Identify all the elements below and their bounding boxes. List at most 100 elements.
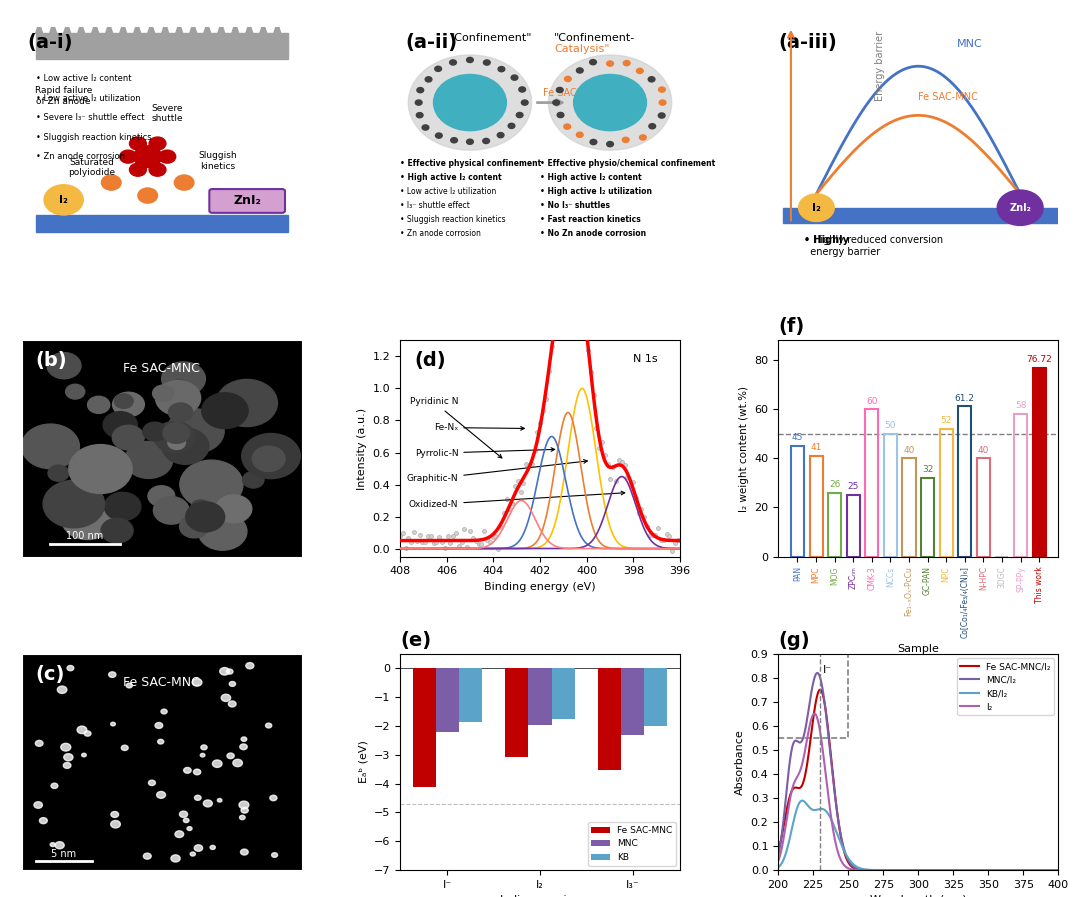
Circle shape: [51, 783, 58, 788]
Circle shape: [498, 66, 504, 72]
Point: [621, 477, 638, 492]
Text: Sluggish
kinetics: Sluggish kinetics: [199, 152, 238, 170]
Text: Pyridinic N: Pyridinic N: [409, 397, 502, 458]
Point: [400, 530, 417, 544]
Circle shape: [156, 380, 201, 415]
Circle shape: [57, 686, 67, 693]
Point: [422, 529, 440, 544]
Circle shape: [174, 175, 194, 190]
Circle shape: [112, 425, 145, 450]
Circle shape: [590, 139, 597, 144]
Circle shape: [157, 791, 165, 798]
Circle shape: [36, 740, 43, 746]
Bar: [847, 495, 860, 557]
Bar: [505, 668, 528, 757]
Circle shape: [565, 76, 571, 82]
Circle shape: [499, 135, 505, 140]
Circle shape: [517, 113, 524, 118]
Text: • No I₃⁻ shuttles: • No I₃⁻ shuttles: [540, 201, 610, 210]
Point: [557, 249, 575, 264]
Circle shape: [163, 422, 190, 443]
Polygon shape: [260, 22, 267, 33]
Point: [649, 521, 666, 536]
Text: N 1s: N 1s: [633, 354, 658, 364]
Polygon shape: [218, 22, 225, 33]
Text: • Effective physio/chemical confinement: • Effective physio/chemical confinement: [540, 159, 715, 168]
Bar: [828, 492, 841, 557]
Point: [543, 339, 561, 353]
KB/I₂: [923, 865, 936, 875]
Circle shape: [148, 486, 175, 507]
Circle shape: [193, 769, 201, 775]
Bar: [598, 668, 621, 770]
Line: I₂: I₂: [779, 714, 1058, 870]
Bar: [436, 668, 459, 732]
Circle shape: [622, 137, 630, 143]
Text: "Confinement-: "Confinement-: [554, 33, 635, 43]
Point: [670, 533, 687, 547]
Point: [509, 474, 526, 488]
Legend: Fe SAC-MNC/I₂, MNC/I₂, KB/I₂, I₂: Fe SAC-MNC/I₂, MNC/I₂, KB/I₂, I₂: [957, 658, 1054, 715]
Bar: [958, 406, 971, 557]
Text: (d): (d): [414, 352, 446, 370]
Circle shape: [64, 762, 71, 769]
Text: 40: 40: [903, 446, 915, 455]
Polygon shape: [78, 22, 84, 33]
Circle shape: [421, 126, 428, 130]
Text: • No Zn anode corrosion: • No Zn anode corrosion: [540, 229, 646, 238]
Circle shape: [411, 100, 418, 105]
Line: MNC/I₂: MNC/I₂: [779, 673, 1058, 870]
Circle shape: [184, 768, 191, 773]
Circle shape: [48, 353, 81, 379]
Point: [495, 506, 512, 520]
Text: Fe SAC-MNC: Fe SAC-MNC: [918, 91, 978, 101]
Circle shape: [266, 723, 272, 728]
Point: [663, 544, 680, 558]
Circle shape: [239, 801, 248, 809]
Point: [531, 416, 549, 431]
Circle shape: [557, 112, 564, 118]
Point: [396, 541, 414, 555]
Point: [652, 532, 670, 546]
Circle shape: [636, 68, 644, 74]
Circle shape: [66, 384, 84, 399]
Circle shape: [241, 807, 248, 813]
I₂: [923, 865, 936, 875]
Circle shape: [143, 422, 167, 440]
Circle shape: [170, 379, 189, 395]
Bar: [621, 668, 644, 735]
Circle shape: [77, 726, 86, 734]
Y-axis label: I₂ weight content (wt.%): I₂ weight content (wt.%): [739, 386, 748, 511]
Circle shape: [227, 753, 234, 759]
Circle shape: [241, 849, 248, 855]
Circle shape: [102, 518, 133, 543]
Circle shape: [112, 392, 145, 417]
Point: [433, 535, 450, 549]
Circle shape: [64, 753, 73, 761]
Circle shape: [798, 194, 834, 222]
Y-axis label: Intensity (a.u.): Intensity (a.u.): [356, 407, 367, 490]
Text: (a-ii): (a-ii): [405, 33, 458, 52]
Circle shape: [120, 150, 136, 163]
Circle shape: [436, 132, 443, 137]
Circle shape: [55, 841, 64, 849]
Point: [591, 441, 608, 456]
Point: [391, 528, 408, 543]
Fe SAC-MNC/I₂: [905, 865, 918, 875]
Point: [467, 535, 484, 549]
X-axis label: Binding energy (eV): Binding energy (eV): [484, 582, 596, 592]
Circle shape: [607, 61, 613, 66]
Circle shape: [483, 62, 489, 67]
Point: [403, 535, 420, 549]
Point: [559, 239, 577, 253]
Circle shape: [213, 760, 222, 768]
Fe SAC-MNC/I₂: [1052, 865, 1065, 875]
Text: Pyrrolic-N: Pyrrolic-N: [415, 448, 555, 457]
Bar: [865, 409, 878, 557]
Text: • Zn anode corrosion: • Zn anode corrosion: [36, 152, 124, 161]
Circle shape: [216, 379, 278, 427]
Bar: [36, 215, 287, 232]
Point: [624, 475, 642, 489]
Circle shape: [659, 113, 665, 118]
Text: (a-iii): (a-iii): [779, 33, 837, 52]
